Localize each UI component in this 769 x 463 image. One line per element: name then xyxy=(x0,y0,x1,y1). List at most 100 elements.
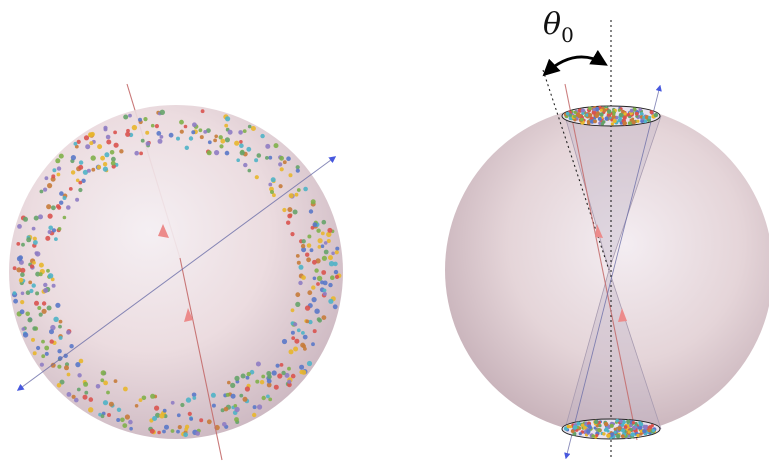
sphere-dot xyxy=(277,373,283,379)
sphere-dot xyxy=(300,243,306,249)
sphere-dot xyxy=(291,336,296,340)
cap-dot xyxy=(593,419,599,425)
sphere-dot xyxy=(16,242,21,246)
sphere-dot xyxy=(278,162,283,167)
sphere-dot xyxy=(38,262,44,268)
sphere-dot xyxy=(203,130,208,134)
sphere-dot xyxy=(183,432,189,438)
cap-dot xyxy=(597,428,602,433)
cap-dot xyxy=(627,430,631,434)
cap-dot xyxy=(626,113,631,117)
sphere-dot xyxy=(74,397,79,403)
sphere-dot xyxy=(198,128,203,133)
sphere-dot xyxy=(320,244,325,248)
sphere-dot xyxy=(76,139,81,144)
sphere-dot xyxy=(122,423,128,428)
sphere-dot xyxy=(227,129,233,135)
sphere-dot xyxy=(58,153,64,159)
cap-dot xyxy=(631,117,635,121)
cap-dot xyxy=(580,117,584,122)
sphere-dot xyxy=(113,130,117,135)
sphere-dot xyxy=(265,156,269,160)
sphere-dot xyxy=(159,135,164,139)
sphere-dot xyxy=(20,272,25,278)
cap-dot xyxy=(627,121,632,125)
sphere-dot xyxy=(100,370,107,376)
sphere-dot xyxy=(91,167,96,172)
sphere-dot xyxy=(245,375,250,380)
left-red-arrow-upper xyxy=(158,224,169,238)
sphere-dot xyxy=(317,238,323,244)
sphere-dot xyxy=(159,109,165,116)
sphere-dot xyxy=(27,317,33,323)
sphere-dot xyxy=(295,168,300,173)
sphere-dot xyxy=(29,264,35,269)
sphere-dot xyxy=(131,124,138,131)
sphere-dot xyxy=(150,393,156,399)
cap-dot xyxy=(634,111,639,116)
sphere-dot xyxy=(126,128,130,133)
sphere-dot xyxy=(185,397,192,403)
cap-dot xyxy=(606,433,611,438)
sphere-dot xyxy=(64,365,69,371)
sphere-dot xyxy=(89,141,94,146)
sphere-dot xyxy=(271,370,277,376)
sphere-dot xyxy=(41,339,45,344)
sphere-dot xyxy=(309,248,314,253)
sphere-dot xyxy=(316,275,323,282)
sphere-dot xyxy=(183,124,188,129)
cap-dot xyxy=(599,108,603,112)
sphere-dot xyxy=(287,379,292,384)
sphere-dot xyxy=(191,130,196,135)
sphere-dot xyxy=(155,412,161,418)
sphere-dot xyxy=(59,191,64,196)
sphere-dot xyxy=(66,330,71,335)
sphere-dot xyxy=(159,413,165,419)
sphere-dot xyxy=(286,156,291,161)
sphere-dot xyxy=(157,138,163,144)
sphere-dot xyxy=(279,167,284,172)
cap-dot xyxy=(651,428,656,433)
sphere-dot xyxy=(307,234,312,239)
sphere-dot xyxy=(218,135,223,140)
sphere-dot xyxy=(333,269,339,275)
sphere-dot xyxy=(293,322,298,327)
sphere-dot xyxy=(164,424,169,430)
sphere-dot xyxy=(162,429,166,434)
sphere-dot xyxy=(47,183,53,189)
sphere-dot xyxy=(279,155,284,161)
sphere-dot xyxy=(268,155,273,160)
sphere-dot xyxy=(316,317,321,322)
sphere-dot xyxy=(220,138,226,144)
sphere-dot xyxy=(257,404,263,410)
sphere-dot xyxy=(265,143,271,149)
sphere-dot xyxy=(32,261,36,265)
sphere-dot xyxy=(43,288,49,293)
sphere-dot xyxy=(187,411,192,416)
sphere-dot xyxy=(47,230,52,234)
cap-dot xyxy=(617,108,622,112)
sphere-dot xyxy=(78,164,84,170)
sphere-dot xyxy=(320,231,325,236)
left-sphere-group xyxy=(9,83,343,461)
sphere-dot xyxy=(236,158,240,162)
sphere-dot xyxy=(43,282,48,288)
cap-dot xyxy=(588,106,592,111)
sphere-dot xyxy=(268,182,273,187)
cap-dot xyxy=(653,112,659,118)
sphere-dot xyxy=(282,160,287,165)
cap-dot xyxy=(648,115,652,120)
sphere-dot xyxy=(26,237,32,243)
cap-dot xyxy=(598,424,602,428)
sphere-dot xyxy=(18,255,23,261)
sphere-dot xyxy=(44,351,49,356)
sphere-dot xyxy=(188,136,194,141)
sphere-dot xyxy=(157,430,161,435)
sphere-dot xyxy=(247,168,252,173)
sphere-dot xyxy=(307,290,313,296)
sphere-dot xyxy=(51,283,56,288)
sphere-dot xyxy=(139,151,144,156)
sphere-dot xyxy=(247,124,252,129)
cap-dot xyxy=(612,119,617,123)
sphere-dot xyxy=(103,125,108,130)
